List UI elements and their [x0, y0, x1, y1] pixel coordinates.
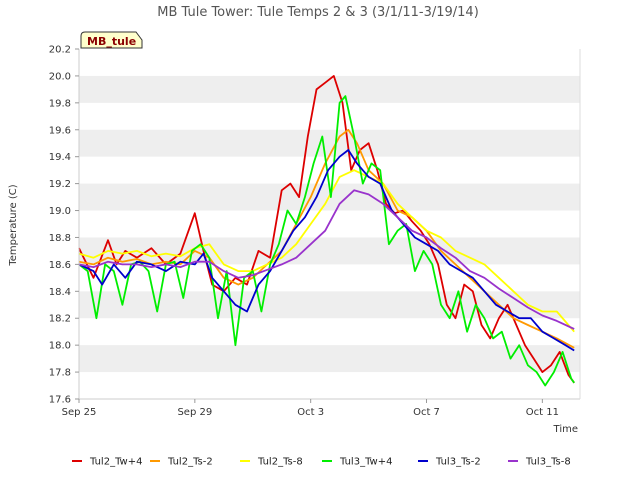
legend-label: Tul2_Ts-2 — [167, 457, 213, 468]
legend-label: Tul3_Ts-2 — [435, 457, 481, 468]
grid-band — [79, 129, 580, 157]
series-line-tul3-ts-2 — [78, 149, 575, 352]
y-tick-label: 19.8 — [49, 98, 71, 109]
chart-title: MB Tule Tower: Tule Temps 2 & 3 (3/1/11-… — [157, 5, 479, 20]
legend-item: Tul3_Ts-2 — [418, 457, 481, 468]
y-tick-label: 17.6 — [49, 395, 71, 406]
badge-shape — [80, 31, 143, 49]
legend-label: Tul2_Tw+4 — [89, 457, 142, 468]
legend-label: Tul3_Ts-8 — [525, 457, 571, 468]
y-axis-ticks: 17.6 17.8 18.0 18.2 18.4 18.6 18.8 19.0 19.2 19.4… — [49, 45, 79, 406]
y-tick-label: 19.4 — [49, 152, 71, 163]
y-tick-label: 19.6 — [49, 125, 71, 136]
y-tick-label: 20.2 — [49, 45, 71, 56]
badge-label: MB_tule — [87, 35, 136, 48]
series-line-tul3-ts-8 — [78, 189, 575, 330]
y-tick-label: 18.4 — [49, 287, 71, 298]
legend-item: Tul2_Tw+4 — [72, 457, 142, 468]
badge: MB_tule — [80, 31, 143, 49]
series-line-tul2-ts-8 — [78, 169, 575, 333]
legend-item: Tul2_Ts-2 — [150, 457, 213, 468]
y-axis-label: Temperature (C) — [8, 184, 19, 266]
x-tick-label: Sep 25 — [62, 407, 97, 418]
grid-band — [79, 345, 580, 373]
legend: Tul2_Tw+4 Tul2_Ts-2 Tul2_Ts-8 Tul3_Tw+4 Tul3… — [72, 457, 571, 468]
x-tick-label: Oct 7 — [413, 407, 440, 418]
legend-label: Tul3_Tw+4 — [339, 457, 392, 468]
axes — [78, 49, 581, 400]
y-tick-label: 18.0 — [49, 341, 71, 352]
x-tick-label: Oct 3 — [297, 407, 324, 418]
x-axis-ticks: Sep 25 Sep 29 Oct 3 Oct 7 Oct 11 — [62, 399, 559, 418]
legend-item: Tul3_Ts-8 — [508, 457, 571, 468]
legend-item: Tul2_Ts-8 — [240, 457, 303, 468]
x-axis-label: Time — [553, 424, 578, 435]
x-tick-label: Oct 11 — [526, 407, 559, 418]
legend-item: Tul3_Tw+4 — [322, 457, 392, 468]
series-lines — [78, 75, 575, 387]
x-tick-label: Sep 29 — [177, 407, 212, 418]
y-tick-label: 19.0 — [49, 206, 71, 217]
legend-label: Tul2_Ts-8 — [257, 457, 303, 468]
y-tick-label: 18.8 — [49, 233, 71, 244]
y-tick-label: 18.2 — [49, 314, 71, 325]
y-tick-label: 17.8 — [49, 368, 71, 379]
y-tick-label: 19.2 — [49, 179, 71, 190]
y-tick-label: 18.6 — [49, 260, 71, 271]
series-line-tul3-tw-4 — [78, 95, 575, 387]
y-tick-label: 20.0 — [49, 71, 71, 82]
